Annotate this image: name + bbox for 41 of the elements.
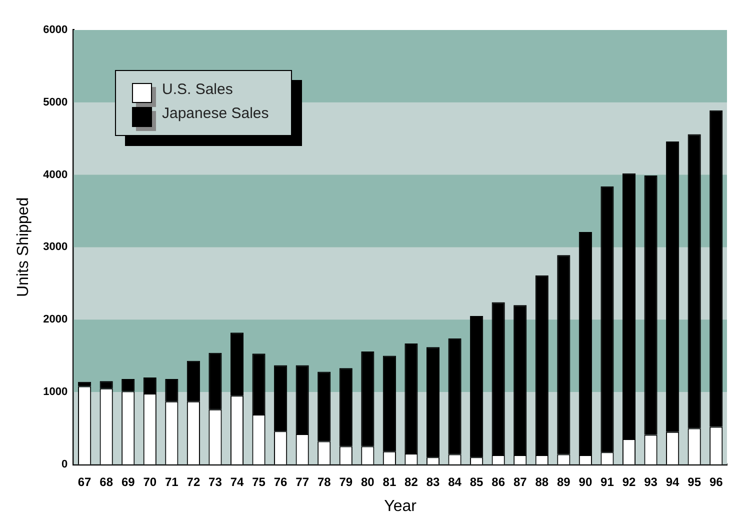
x-tick-label: 86 <box>492 474 506 489</box>
y-tick-label: 5000 <box>43 96 68 108</box>
x-tick-label: 72 <box>186 474 200 489</box>
x-tick-label: 74 <box>230 474 244 489</box>
x-tick-label: 67 <box>78 474 92 489</box>
x-tick-label: 82 <box>404 474 418 489</box>
x-tick-label: 77 <box>296 474 310 489</box>
legend-label: U.S. Sales <box>162 81 233 98</box>
x-tick-label: 75 <box>252 474 266 489</box>
x-tick-label: 71 <box>164 474 179 489</box>
x-tick-label: 94 <box>666 474 680 489</box>
x-tick-label: 69 <box>121 474 136 489</box>
x-tick-label: 83 <box>426 474 440 489</box>
x-tick-label: 68 <box>100 474 114 489</box>
x-tick-label: 93 <box>644 474 658 489</box>
y-tick-label: 0 <box>62 458 68 470</box>
y-tick-label: 2000 <box>43 314 68 326</box>
x-axis-title: Year <box>384 498 418 515</box>
x-tick-label: 84 <box>448 474 462 489</box>
x-tick-label: 92 <box>622 474 636 489</box>
x-tick-label: 76 <box>274 474 288 489</box>
x-tick-label: 91 <box>600 474 614 489</box>
legend-label: Japanese Sales <box>162 105 269 122</box>
x-tick-label: 81 <box>382 474 396 489</box>
y-tick-label: 1000 <box>43 386 68 398</box>
y-tick-label: 6000 <box>43 24 68 36</box>
x-tick-label: 89 <box>556 474 571 489</box>
x-tick-label: 85 <box>470 474 484 489</box>
x-tick-label: 90 <box>578 474 592 489</box>
x-tick-label: 88 <box>535 474 549 489</box>
y-tick-label: 3000 <box>43 241 68 254</box>
x-tick-label: 87 <box>513 474 528 489</box>
y-tick-label: 4000 <box>43 168 68 181</box>
x-tick-label: 79 <box>339 474 353 489</box>
x-tick-label: 96 <box>709 474 724 489</box>
x-tick-label: 73 <box>208 474 222 489</box>
x-tick-label: 80 <box>360 474 375 489</box>
x-tick-label: 70 <box>143 474 157 489</box>
y-axis-title: Units Shipped <box>15 197 32 298</box>
x-tick-label: 78 <box>317 474 332 489</box>
x-tick-label: 95 <box>688 474 702 489</box>
